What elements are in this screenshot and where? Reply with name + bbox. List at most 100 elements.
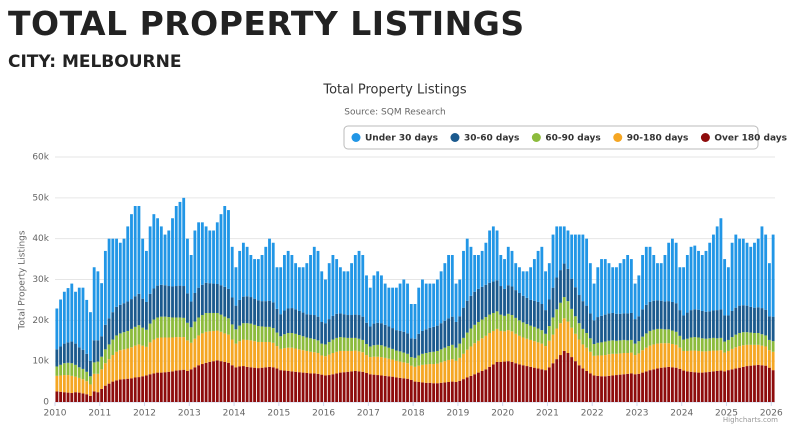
bar-segment — [186, 322, 189, 341]
legend-marker[interactable] — [531, 133, 541, 142]
bar-segment — [238, 299, 242, 326]
bar-segment — [81, 287, 85, 350]
bar-segment — [693, 309, 697, 338]
bar-segment — [424, 364, 428, 383]
bar-segment — [659, 328, 663, 344]
bar-segment — [256, 259, 260, 301]
bar-segment — [238, 250, 242, 300]
x-tick-label: 2011 — [88, 409, 111, 419]
bar-segment — [383, 324, 387, 347]
bar-segment — [413, 304, 417, 339]
bar-segment — [529, 366, 533, 402]
bar-segment — [525, 271, 529, 298]
bar-segment — [215, 283, 219, 313]
bar-segment — [618, 340, 622, 354]
bar-segment — [473, 343, 477, 375]
bar-segment — [383, 283, 387, 325]
legend-marker[interactable] — [450, 133, 460, 142]
bar-segment — [685, 371, 689, 402]
bar-segment — [745, 366, 749, 402]
bar-segment — [212, 230, 215, 284]
x-tick-label: 2024 — [670, 409, 693, 419]
legend-marker[interactable] — [700, 133, 710, 142]
bar-segment — [726, 315, 730, 340]
bar-segment — [585, 332, 589, 348]
bar-segment — [756, 344, 760, 365]
bar-segment — [447, 381, 450, 402]
bar-segment — [514, 317, 518, 334]
bar-segment — [499, 255, 503, 287]
bar-segment — [738, 305, 741, 333]
bar-segment — [615, 267, 618, 314]
bar-segment — [320, 271, 324, 322]
bar-segment — [670, 238, 674, 302]
bar-segment — [615, 313, 618, 341]
bar-segment — [126, 330, 130, 349]
bar-segment — [592, 344, 596, 356]
bar-segment — [219, 285, 223, 315]
bar-segment — [749, 332, 753, 345]
bar-segment — [391, 359, 395, 377]
bar-segment — [309, 338, 312, 352]
bar-segment — [144, 329, 148, 347]
bar-segment — [559, 226, 562, 271]
bar-segment — [600, 342, 603, 356]
bar-segment — [286, 308, 290, 333]
bar-segment — [525, 297, 529, 325]
bar-segment — [499, 286, 503, 315]
bar-segment — [376, 356, 380, 376]
bar-segment — [521, 271, 525, 296]
legend-marker[interactable] — [351, 133, 361, 142]
bar-segment — [697, 350, 700, 373]
bar-segment — [644, 246, 648, 305]
bar-segment — [559, 355, 562, 402]
bar-segment — [573, 234, 577, 288]
bar-segment — [477, 340, 480, 373]
legend-label[interactable]: 30-60 days — [464, 134, 519, 144]
bar-segment — [189, 369, 193, 402]
bar-segment — [622, 339, 626, 353]
bar-segment — [749, 344, 753, 366]
bar-segment — [596, 317, 600, 343]
bar-segment — [62, 291, 66, 344]
bar-segment — [756, 307, 760, 333]
legend-label[interactable]: 60-90 days — [545, 134, 600, 144]
legend-label[interactable]: Under 30 days — [365, 134, 438, 144]
bar-segment — [357, 338, 361, 352]
bar-segment — [685, 338, 689, 351]
legend-marker[interactable] — [613, 133, 623, 142]
bar-segment — [372, 323, 376, 346]
bar-segment — [182, 369, 186, 402]
bar-segment — [398, 351, 402, 362]
bar-segment — [603, 376, 607, 402]
bar-segment — [200, 333, 204, 365]
chart-title: Total Property Listings — [322, 83, 466, 98]
bar-segment — [241, 323, 245, 340]
bar-segment — [611, 353, 615, 376]
bar-segment — [350, 350, 353, 372]
bar-segment — [372, 345, 376, 357]
bar-segment — [540, 246, 544, 304]
bar-segment — [670, 301, 674, 331]
bar-segment — [342, 337, 346, 351]
legend-label[interactable]: Over 180 days — [714, 134, 787, 144]
bar-segment — [656, 343, 659, 369]
bar-segment — [59, 391, 63, 402]
bar-segment — [719, 309, 723, 338]
bar-segment — [92, 391, 96, 402]
bar-segment — [421, 279, 424, 331]
bar-segment — [376, 344, 380, 357]
bar-segment — [570, 327, 574, 358]
bar-segment — [491, 226, 495, 282]
bar-segment — [327, 319, 331, 342]
bar-segment — [570, 357, 574, 402]
bar-segment — [163, 337, 167, 373]
bar-segment — [715, 338, 719, 351]
bar-segment — [81, 379, 85, 394]
bar-segment — [316, 340, 320, 353]
bar-segment — [532, 326, 536, 342]
bar-segment — [283, 334, 286, 349]
bar-segment — [700, 338, 704, 352]
legend-label[interactable]: 90-180 days — [627, 134, 689, 144]
bar-segment — [89, 384, 92, 396]
